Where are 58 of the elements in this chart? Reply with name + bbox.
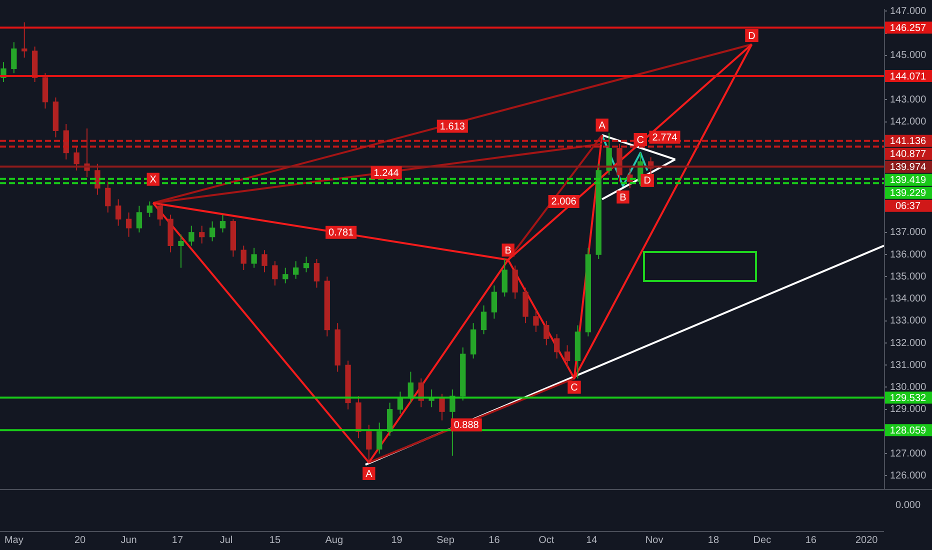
ref-line-label: 139.974: [890, 162, 927, 174]
y-tick-label: 137.000: [890, 227, 927, 238]
annotation: 1.244: [374, 168, 400, 179]
x-tick-label: 16: [805, 534, 817, 546]
ref-line-label: 128.059: [890, 425, 927, 436]
y-tick-label: 143.000: [890, 94, 927, 106]
annotation: B: [504, 245, 512, 256]
y-tick-label: 135.000: [890, 271, 927, 282]
y-tick-label: 134.000: [890, 294, 927, 305]
x-tick-label: 16: [488, 534, 500, 546]
y-tick-label: 133.000: [890, 316, 927, 327]
legend-label: 139.229: [890, 188, 927, 200]
x-tick-label: 2020: [855, 534, 878, 546]
y-tick-label: 130.000: [890, 382, 927, 393]
annotation: C: [570, 382, 578, 394]
y-tick-label: 126.000: [890, 470, 927, 482]
y-tick-label: 136.000: [890, 249, 927, 260]
y-tick-label: 127.000: [890, 448, 927, 460]
annotation: 2.774: [652, 132, 678, 144]
y-tick-label: 129.000: [890, 404, 927, 416]
x-tick-label: May: [4, 534, 24, 546]
annotation: X: [150, 174, 157, 186]
x-tick-label: 20: [74, 534, 86, 546]
annotation: 0.888: [454, 420, 480, 432]
x-tick-label: Sep: [436, 534, 455, 546]
x-tick-label: Dec: [753, 534, 772, 546]
ref-line-label: 140.877: [890, 149, 927, 160]
ref-line-label: 141.136: [890, 136, 927, 148]
annotation: 0.781: [328, 228, 354, 239]
x-tick-label: 14: [586, 534, 598, 546]
x-tick-label: 18: [708, 534, 720, 546]
ref-line-label: 146.257: [890, 22, 927, 34]
ref-line-label: 129.532: [890, 392, 927, 404]
annotation: 1.613: [440, 121, 466, 132]
annotation: C: [636, 134, 644, 146]
x-tick-label: Jul: [220, 534, 233, 546]
annotation: A: [598, 120, 606, 132]
x-tick-label: Oct: [538, 534, 554, 546]
y-tick-label: 145.000: [890, 50, 927, 62]
y-tick-label: 132.000: [890, 338, 927, 349]
ref-line-label: 144.071: [890, 71, 927, 82]
x-tick-label: 19: [391, 534, 403, 546]
x-tick-label: Aug: [325, 534, 344, 546]
annotation: D: [748, 30, 756, 42]
text: 06:37: [895, 201, 921, 212]
x-tick-label: 17: [172, 534, 184, 546]
y-tick-label: 131.000: [890, 360, 927, 371]
x-tick-label: 15: [269, 534, 281, 546]
text: 0.000: [895, 500, 921, 511]
annotation: D: [644, 176, 651, 187]
y-tick-label: 147.000: [890, 6, 927, 17]
ref-line-label: 139.419: [890, 175, 927, 186]
annotation: A: [366, 468, 373, 480]
x-tick-label: Nov: [645, 534, 664, 546]
y-tick-label: 142.000: [890, 116, 927, 128]
annotation: B: [620, 192, 627, 204]
annotation: 2.006: [551, 196, 577, 208]
x-tick-label: Jun: [120, 534, 137, 546]
